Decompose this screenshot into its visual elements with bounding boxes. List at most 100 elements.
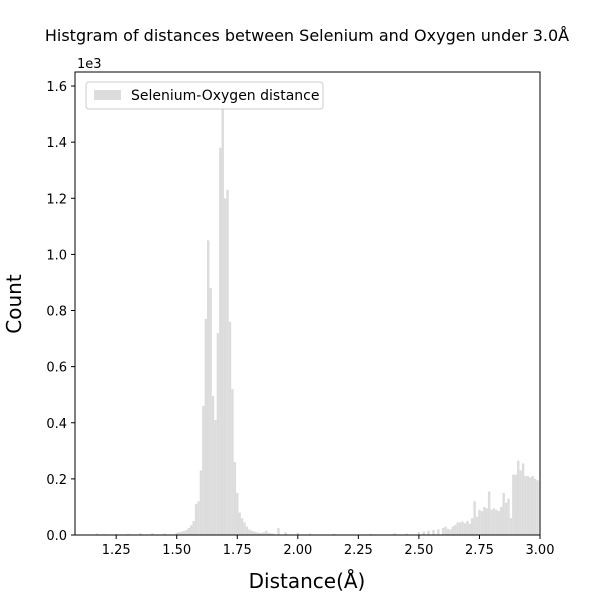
histogram-bar (521, 463, 525, 535)
y-tick-label: 1.4 (46, 136, 67, 151)
x-tick-label: 1.75 (223, 543, 252, 558)
histogram-bar (197, 501, 200, 535)
y-tick-label: 0.2 (46, 473, 67, 488)
histogram-bar (502, 492, 505, 535)
histogram-bar (219, 147, 222, 535)
histogram-bar (257, 532, 261, 535)
x-tick-label: 3.00 (526, 543, 555, 558)
histogram-bar (231, 389, 234, 535)
x-tick-label: 1.50 (162, 543, 191, 558)
histogram-bar (216, 332, 220, 535)
legend-box (85, 81, 324, 110)
histogram-bar (509, 518, 513, 535)
histogram-bar (187, 527, 191, 535)
histogram-bar (243, 522, 246, 535)
histogram-bar (177, 532, 181, 535)
histogram-bar (405, 533, 409, 535)
histogram-bar (192, 520, 195, 535)
histogram-bar (473, 501, 476, 535)
histogram-bar (206, 240, 210, 536)
histogram-bar (180, 531, 183, 535)
histogram-bar (175, 532, 178, 535)
histogram-bar (492, 508, 496, 535)
histogram-bar (490, 509, 493, 535)
histogram-bar (485, 508, 488, 535)
histogram-bar (441, 527, 445, 535)
histogram-bar (480, 511, 484, 535)
histogram-bar (437, 529, 440, 535)
histogram-bar (202, 405, 205, 535)
histogram-bar (236, 492, 239, 535)
histogram-bar (296, 532, 300, 535)
histogram-bar (199, 470, 203, 535)
histogram-bar (284, 532, 287, 535)
y-tick-label: 1.2 (46, 192, 67, 207)
histogram-bar (240, 518, 244, 535)
histogram-bar (444, 526, 447, 535)
histogram-bar (507, 498, 510, 535)
x-tick-label: 2.00 (283, 543, 312, 558)
histogram-bar (185, 529, 188, 535)
histogram-bar (393, 533, 396, 535)
histogram-bar (514, 474, 517, 535)
histogram-bar (332, 533, 336, 535)
histogram-bar (454, 525, 457, 535)
y-tick-label: 0.4 (46, 417, 67, 432)
histogram-bar (151, 533, 154, 535)
histogram-bar (139, 533, 142, 535)
histogram-bar (512, 474, 515, 535)
histogram-bar (238, 512, 241, 535)
histogram-bar (475, 516, 479, 535)
histogram-bar (223, 198, 227, 535)
histogram-bar (255, 532, 258, 535)
histogram-bar (504, 502, 508, 535)
histogram-bar (114, 533, 118, 535)
histogram-bar (260, 533, 263, 535)
legend-label: Selenium-Oxygen distance (131, 88, 319, 104)
histogram-bar (308, 533, 312, 535)
y-tick-label: 0.8 (46, 305, 67, 320)
histogram-bar (267, 532, 270, 535)
histogram-bar (194, 504, 198, 535)
y-tick-label: 1.0 (46, 248, 67, 263)
histogram-bar (466, 520, 469, 535)
histogram-bar (536, 480, 539, 535)
y-tick-label: 1.6 (46, 80, 67, 95)
histogram-bar (277, 527, 280, 535)
histogram-bar (221, 105, 224, 536)
x-tick-label: 2.50 (404, 543, 433, 558)
histogram-bar (369, 533, 372, 535)
histogram-bar (524, 476, 527, 535)
histogram-bar (487, 491, 491, 535)
histogram-bars (95, 105, 539, 536)
histogram-bar (95, 533, 99, 535)
histogram-bar (456, 522, 459, 535)
y-axis: 0.0 0.2 0.4 0.6 0.8 1.0 1.2 1.4 1.6 (46, 80, 75, 544)
plot-frame (74, 71, 541, 536)
histogram-bar (209, 288, 212, 535)
histogram-bar (265, 530, 268, 535)
histogram-bar (526, 476, 530, 535)
histogram-bar (449, 529, 452, 535)
histogram-bar (228, 321, 232, 535)
histogram-bar (269, 533, 273, 535)
histogram-bar (163, 533, 166, 535)
x-axis-title: Distance(Å) (249, 569, 366, 593)
y-offset-label: 1e3 (77, 57, 102, 72)
histogram-bar (245, 526, 249, 535)
x-tick-label: 2.75 (465, 543, 494, 558)
histogram-bar (182, 531, 186, 535)
histogram-bar (427, 530, 430, 535)
histogram-bar (478, 509, 481, 535)
x-axis: 1.25 1.50 1.75 2.00 2.25 2.50 2.75 3.00 (102, 535, 555, 558)
histogram-bar (497, 511, 501, 535)
x-tick-label: 1.25 (102, 543, 131, 558)
histogram-bar (461, 521, 464, 535)
histogram-bar (432, 529, 435, 535)
histogram-bar (204, 318, 207, 535)
histogram-bar (226, 189, 229, 535)
histogram-bar (190, 525, 193, 535)
histogram-bar (127, 533, 130, 535)
histogram-bar (531, 476, 534, 535)
histogram-bar (250, 530, 254, 535)
